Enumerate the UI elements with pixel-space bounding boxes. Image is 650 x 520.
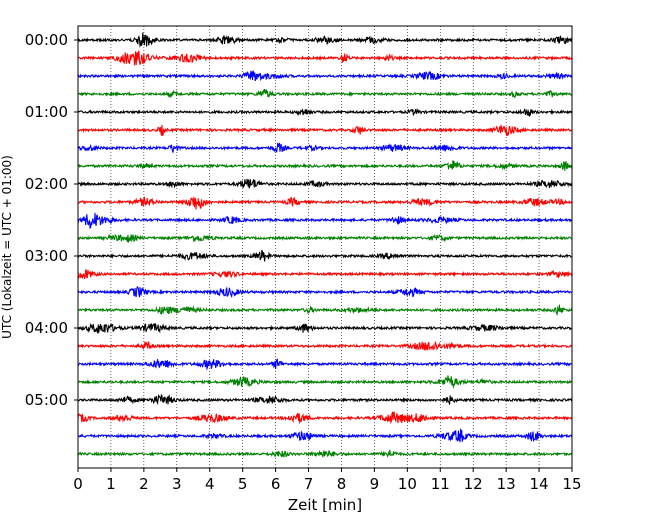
y-tick-label: 00:00 <box>25 31 68 49</box>
trace-line <box>77 196 573 210</box>
trace-line <box>77 340 573 352</box>
trace-line <box>77 50 573 66</box>
x-tick-label: 4 <box>205 475 215 493</box>
trace-line <box>77 160 573 171</box>
x-tick-label: 9 <box>370 475 380 493</box>
x-tick-label: 2 <box>139 475 149 493</box>
trace-line <box>77 88 573 99</box>
trace-line <box>77 304 573 317</box>
x-axis-ticks: 0 1 2 3 4 5 6 7 8 9 10 11 12 13 14 15 <box>73 468 582 493</box>
trace-group <box>77 32 573 458</box>
x-tick-label: 0 <box>73 475 83 493</box>
x-tick-label: 15 <box>562 475 581 493</box>
x-tick-label: 14 <box>530 475 549 493</box>
x-tick-label: 1 <box>106 475 116 493</box>
trace-line <box>77 358 572 371</box>
y-axis-label: UTC (Lokalzeit = UTC + 01:00) <box>0 155 14 339</box>
trace-line <box>77 449 573 458</box>
y-tick-label: 03:00 <box>25 247 68 265</box>
trace-line <box>77 233 573 244</box>
y-tick-label: 05:00 <box>25 391 68 409</box>
trace-line <box>77 269 573 279</box>
trace-line <box>77 375 573 389</box>
trace-line <box>77 393 573 406</box>
x-tick-label: 12 <box>464 475 483 493</box>
x-axis-label: Zeit [min] <box>288 496 362 514</box>
plot-frame <box>77 25 573 469</box>
y-tick-label: 02:00 <box>25 175 68 193</box>
trace-line <box>77 108 573 118</box>
y-tick-label: 04:00 <box>25 319 68 337</box>
x-tick-label: 13 <box>497 475 516 493</box>
trace-line <box>77 212 573 230</box>
trace-line <box>77 178 573 189</box>
x-tick-label: 11 <box>431 475 450 493</box>
x-tick-label: 8 <box>337 475 347 493</box>
y-tick-label: 01:00 <box>25 103 68 121</box>
x-tick-label: 3 <box>172 475 182 493</box>
trace-line <box>77 428 573 443</box>
trace-line <box>77 32 573 48</box>
trace-line <box>77 285 573 299</box>
trace-line <box>77 142 573 153</box>
trace-line <box>77 322 573 335</box>
x-tick-label: 7 <box>304 475 314 493</box>
x-tick-label: 5 <box>238 475 248 493</box>
trace-line <box>77 411 573 425</box>
trace-line <box>77 123 573 137</box>
trace-line <box>77 70 573 82</box>
x-tick-label: 6 <box>271 475 281 493</box>
x-tick-label: 10 <box>398 475 417 493</box>
trace-line <box>77 250 573 262</box>
y-axis-ticks: 00:00 01:00 02:00 03:00 04:00 05:00 <box>25 31 78 409</box>
